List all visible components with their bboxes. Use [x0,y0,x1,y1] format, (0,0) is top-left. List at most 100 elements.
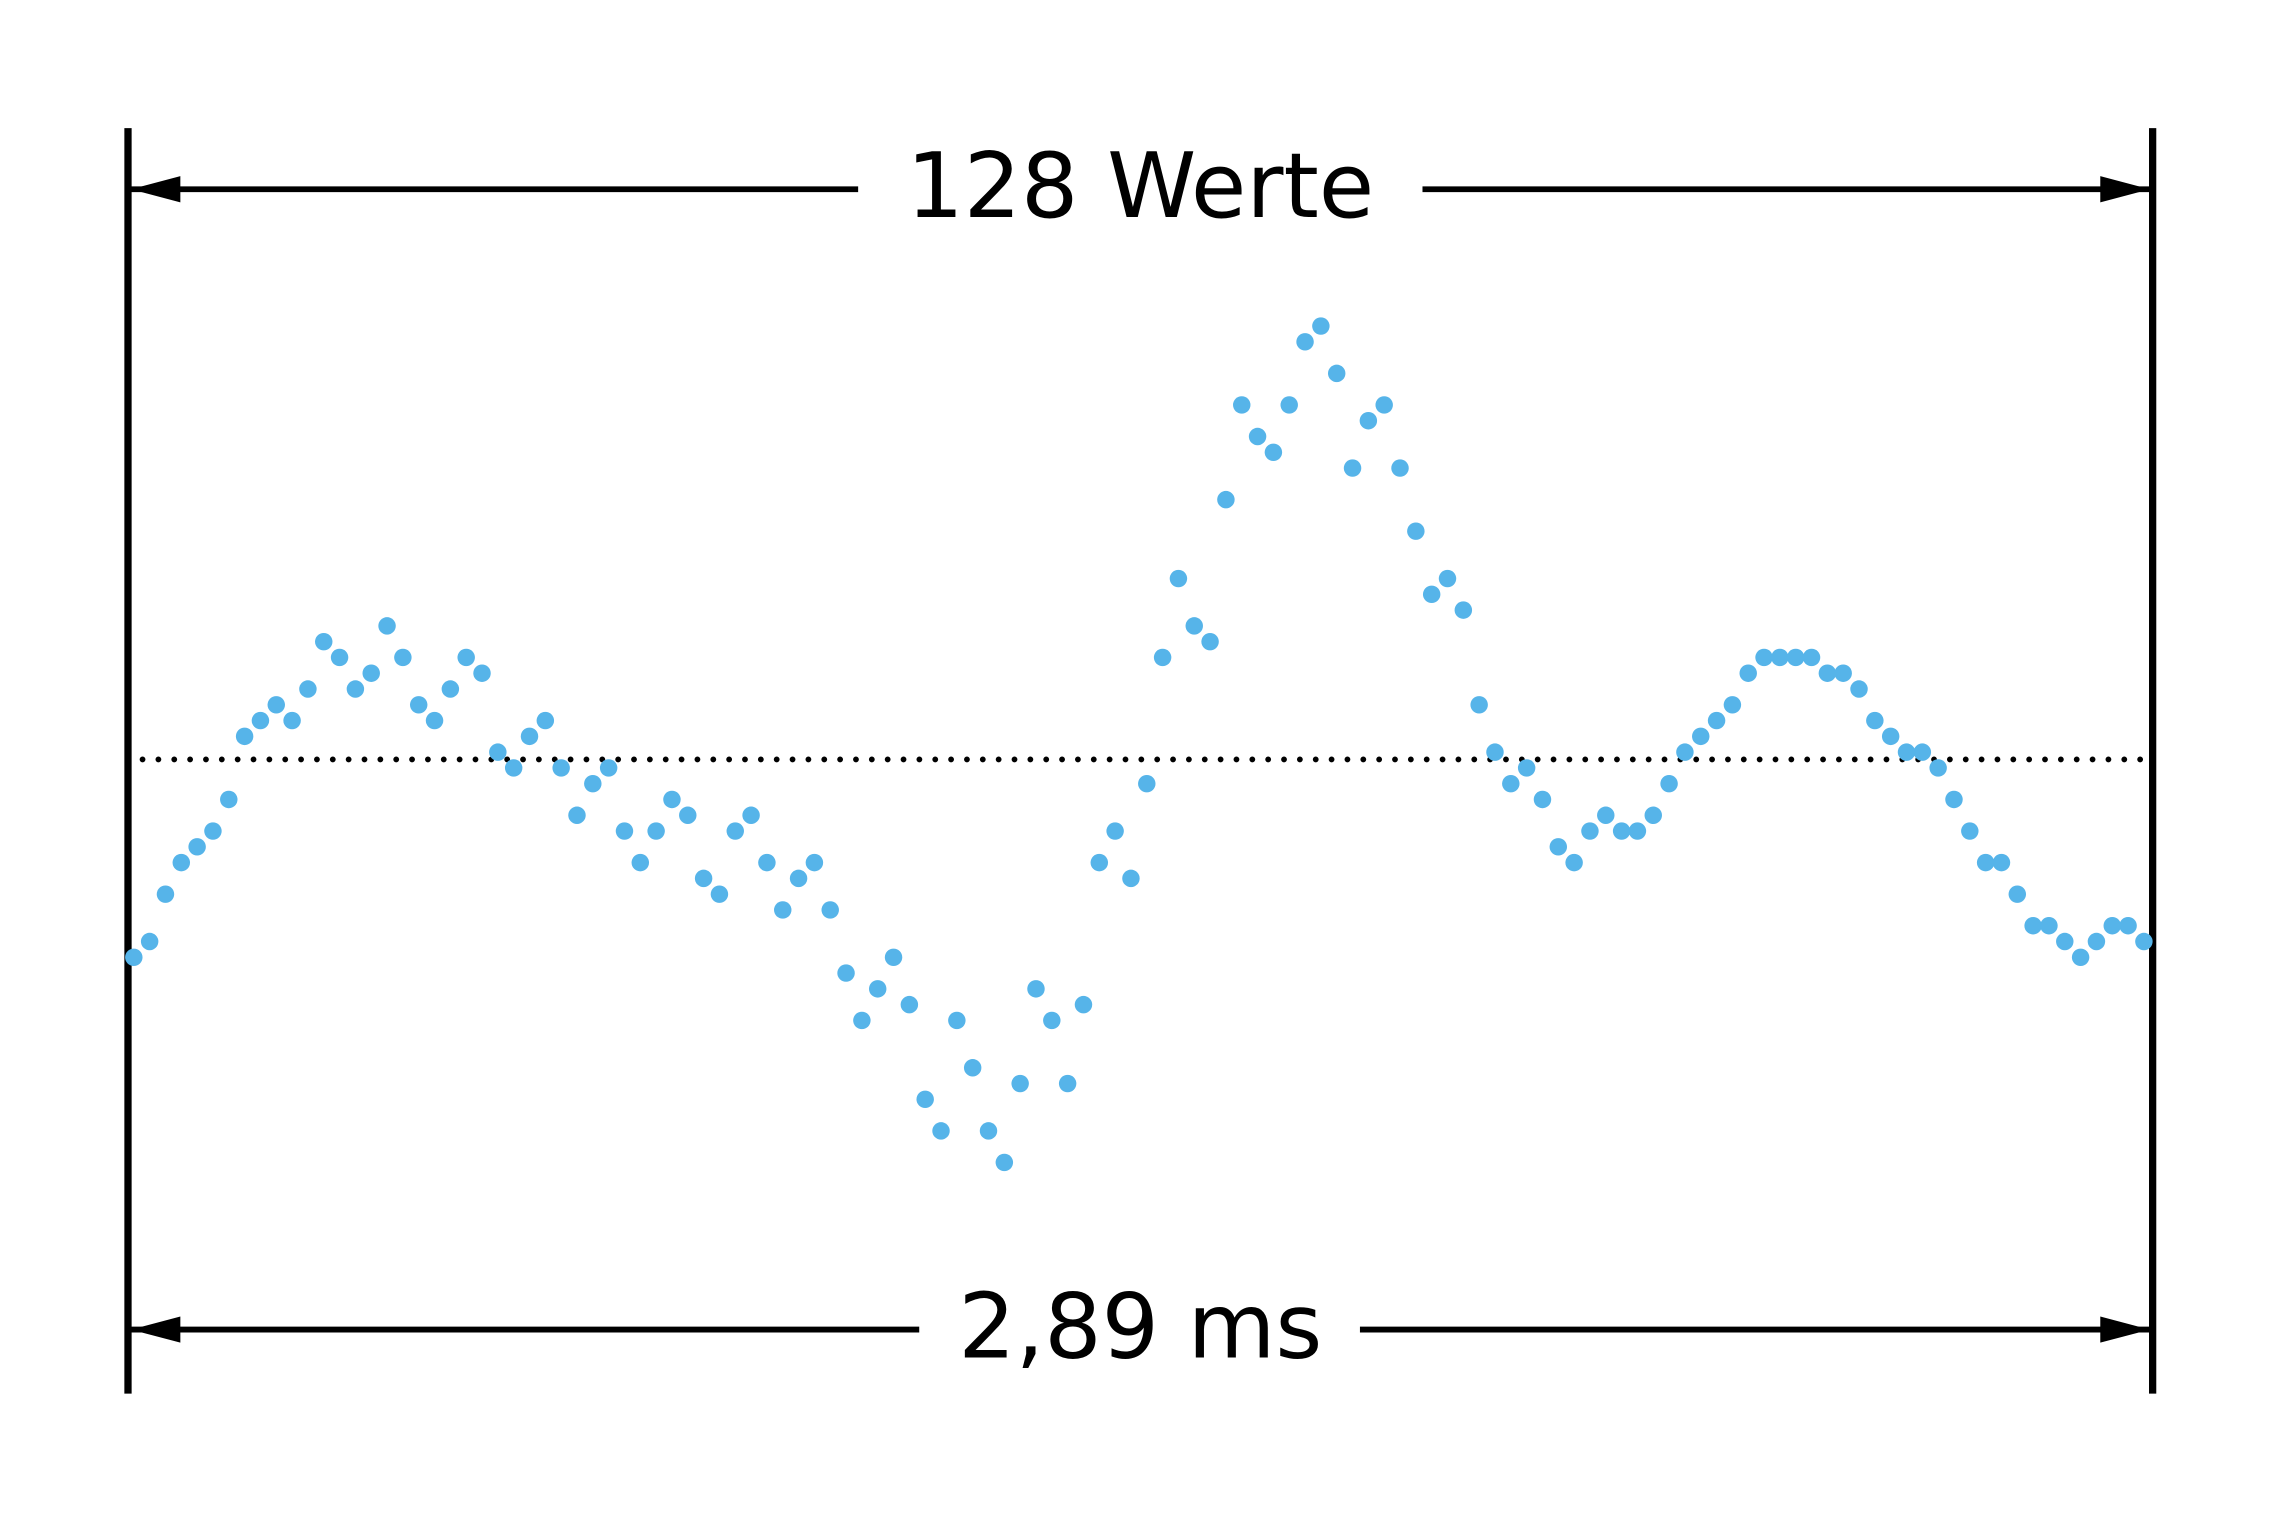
sample-dot [1327,364,1346,383]
duration-label: 2,89 ms [958,1274,1322,1379]
sample-dot [1676,743,1694,761]
sample-dot [1233,396,1251,414]
sample-dot [1296,333,1314,351]
sample-dot [1359,412,1378,430]
sample-dot [489,743,507,761]
sample-dot [473,664,491,682]
sample-dot [220,790,238,809]
sample-dot [1929,759,1947,777]
sample-dot [1090,853,1109,872]
sample-dot [394,648,412,667]
sample-dot [932,1122,950,1140]
sample-dot [504,759,523,777]
sample-dot [1549,838,1568,856]
sample-dot [837,964,855,982]
sample-dot [251,711,270,730]
sample-dot [2008,885,2027,903]
sample-dot [868,980,887,998]
sample-dot [2087,932,2106,951]
sample-dot [1644,806,1662,824]
sample-dot [821,901,839,919]
sample-dot [1106,822,1124,840]
sample-dot [1343,459,1362,477]
frame [124,128,2157,1394]
arrowhead [2100,176,2150,203]
sample-dot [1043,1011,1061,1030]
sample-dot [568,806,586,824]
sample-dot [1169,569,1188,588]
sample-count-label: 128 Werte [906,134,1374,239]
sample-dot [758,853,776,872]
arrowhead [130,176,181,203]
sample-dot [1755,648,1773,667]
sample-dot [1217,490,1235,509]
sample-dot [1502,774,1520,793]
sample-dot [1375,396,1393,414]
sample-dot [948,1011,966,1030]
sample-dot [916,1090,934,1109]
sample-dot [204,822,222,840]
sample-dot [631,853,650,872]
sample-dot [789,869,808,888]
sample-dot [125,948,143,967]
sample-dot [409,696,428,714]
sample-dot [1581,822,1599,840]
sample-dot [1866,711,1884,730]
sample-dot [1945,790,1963,809]
sample-dot [1058,1074,1077,1093]
sample-dot [299,680,317,698]
sample-dot [2056,932,2074,951]
sample-dot [235,727,254,746]
sample-dot [679,806,697,824]
sample-dot [726,822,744,840]
sample-dot [995,1153,1014,1172]
sample-dot [1739,664,1757,682]
sample-dot [1771,648,1789,667]
sample-dot [346,680,365,698]
sample-dot [1850,680,1868,698]
sample-dot [362,664,380,682]
sample-dot [1122,869,1140,888]
sample-dot [663,790,681,809]
sample-dot [1248,427,1267,446]
sample-dot [1438,569,1457,588]
sample-dot [1153,648,1172,667]
sample-dot [1597,806,1615,824]
sample-dot [1201,632,1219,651]
sample-dot [2119,917,2137,935]
sample-dot [1312,317,1330,335]
sample-dot [1992,853,2011,872]
sample-dot [710,885,729,903]
sample-dot [1027,980,1045,998]
sample-dot [805,853,824,872]
sample-dot [1565,853,1583,872]
sample-dot [1454,601,1473,619]
arrowhead [130,1316,181,1343]
sample-dot [1391,459,1409,477]
sample-dot [1707,711,1726,730]
sample-dot [1897,743,1916,761]
sample-dot [1818,664,1837,682]
sample-dot [584,774,602,793]
sample-dot [1628,822,1647,840]
sample-dot [1422,585,1441,604]
sample-dot [283,711,301,730]
sample-dot [330,648,349,667]
sample-dot [1802,648,1821,667]
sample-dot [1185,617,1203,635]
sample-dot [378,617,396,635]
sample-dot [520,727,539,746]
sample-dot [457,648,475,667]
sample-dot [1660,774,1678,793]
sample-dot [1786,648,1805,667]
sample-dot [1138,774,1156,793]
sample-dot [1976,853,1995,872]
sample-dot [1486,743,1504,761]
sample-dot [615,822,634,840]
sample-dot [441,680,460,698]
sample-dot [979,1122,998,1140]
sample-dot [172,853,191,872]
sample-dot [774,901,792,919]
sample-dot [900,995,919,1014]
